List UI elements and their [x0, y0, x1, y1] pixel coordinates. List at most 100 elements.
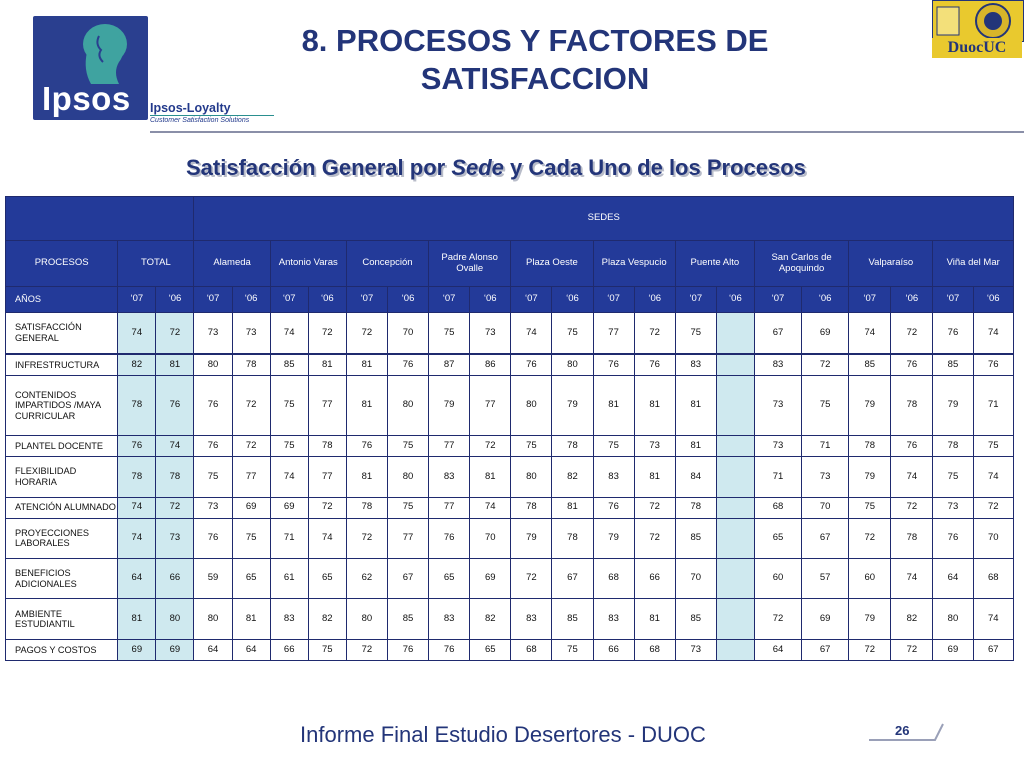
year-header: ‘07: [345, 286, 388, 313]
value-cell: 82: [469, 598, 512, 640]
total-cell: 80: [155, 598, 195, 640]
process-name: PLANTEL DOCENTE: [4, 435, 119, 458]
value-cell: 79: [510, 517, 553, 560]
value-cell: 80: [510, 456, 553, 498]
empty-cell: [715, 435, 755, 458]
subtitle-shadow: Satisfacción General por Sede y Cada Uno…: [188, 157, 808, 183]
value-cell: 66: [633, 558, 676, 600]
value-cell: 80: [932, 598, 974, 640]
total-cell: 69: [117, 638, 157, 662]
process-name: ATENCIÓN ALUMNADO: [4, 496, 119, 519]
value-cell: 72: [633, 311, 676, 355]
subtitle-shadow-pre: Satisfacción General por: [188, 157, 454, 182]
value-cell: 75: [972, 435, 1015, 458]
value-cell: 71: [801, 435, 850, 458]
value-cell: 85: [386, 598, 430, 640]
value-cell: 77: [428, 496, 471, 519]
total-cell: 69: [155, 638, 195, 662]
value-cell: 60: [848, 558, 892, 600]
value-cell: 78: [674, 496, 717, 519]
value-cell: 68: [592, 558, 635, 600]
value-cell: 74: [469, 496, 512, 519]
subtitle-shadow-em: Sede: [453, 157, 506, 182]
year-header: ‘07: [674, 286, 717, 313]
value-cell: 60: [753, 558, 803, 600]
year-header: ‘06: [551, 286, 594, 313]
value-cell: 83: [592, 598, 635, 640]
table-row: PAGOS Y COSTOS 69 69 64 64 66 75 72 76 76 65 68 75 66…: [4, 638, 1015, 662]
value-cell: 65: [307, 558, 347, 600]
year-header: ‘06: [633, 286, 676, 313]
process-name: INFRESTRUCTURA: [4, 352, 119, 377]
value-cell: 67: [972, 638, 1015, 662]
value-cell: 72: [753, 598, 803, 640]
value-cell: 76: [386, 352, 430, 377]
value-cell: 76: [592, 496, 635, 519]
value-cell: 76: [386, 638, 430, 662]
value-cell: 73: [193, 496, 233, 519]
value-cell: 69: [801, 598, 850, 640]
process-name: BENEFICIOS ADICIONALES: [4, 558, 119, 600]
empty-cell: [715, 638, 755, 662]
page-badge-icon: [869, 723, 944, 741]
value-cell: 81: [674, 375, 717, 437]
value-cell: 75: [932, 456, 974, 498]
table-row: BENEFICIOS ADICIONALES 64 66 59 65 61 65 62 67 65…: [4, 558, 1015, 600]
value-cell: 74: [510, 311, 553, 355]
value-cell: 75: [592, 435, 635, 458]
total-cell: 72: [155, 311, 195, 355]
header-divider: [150, 131, 1024, 133]
year-header: ‘06: [386, 286, 430, 313]
value-cell: 75: [848, 496, 892, 519]
empty-cell: [715, 456, 755, 498]
value-cell: 76: [193, 375, 233, 437]
total-header: TOTAL: [117, 240, 195, 287]
value-cell: 85: [269, 352, 309, 377]
duoc-seal-icon: [932, 0, 1024, 42]
value-cell: 85: [848, 352, 892, 377]
sede-header: Valparaíso: [848, 240, 934, 287]
year-header: ‘06: [890, 286, 934, 313]
value-cell: 72: [345, 311, 388, 355]
header-corner: [4, 196, 195, 241]
year-header: ‘06: [801, 286, 850, 313]
table-row: SATISFACCIÓN GENERAL 74 72 73 73 74 72 72 70 75 73…: [4, 311, 1015, 355]
value-cell: 71: [753, 456, 803, 498]
value-cell: 72: [231, 375, 271, 437]
value-cell: 67: [801, 517, 850, 560]
value-cell: 76: [193, 435, 233, 458]
value-cell: 81: [633, 375, 676, 437]
value-cell: 81: [345, 375, 388, 437]
sede-names-row: PROCESOS TOTAL Alameda Antonio Varas Conce…: [4, 240, 1014, 287]
value-cell: 75: [801, 375, 850, 437]
value-cell: 75: [193, 456, 233, 498]
year-header: ‘07: [932, 286, 974, 313]
anos-header: AÑOS: [4, 286, 119, 313]
subtitle-post: y Cada Uno de los Procesos: [503, 155, 806, 180]
value-cell: 78: [890, 517, 934, 560]
ipsos-logo: Ipsos: [33, 16, 148, 120]
value-cell: 76: [890, 352, 934, 377]
value-cell: 69: [269, 496, 309, 519]
value-cell: 74: [848, 311, 892, 355]
value-cell: 79: [848, 598, 892, 640]
process-name: PROYECCIONES LABORALES: [4, 517, 119, 560]
sedes-header-row: SEDES: [4, 196, 1014, 241]
value-cell: 69: [231, 496, 271, 519]
table-row: AMBIENTE ESTUDIANTIL 81 80 80 81 83 82 80 85 83 82…: [4, 598, 1015, 640]
value-cell: 72: [469, 435, 512, 458]
sedes-header: SEDES: [193, 196, 1014, 241]
value-cell: 67: [753, 311, 803, 355]
value-cell: 65: [428, 558, 471, 600]
value-cell: 72: [231, 435, 271, 458]
value-cell: 72: [307, 496, 347, 519]
value-cell: 75: [231, 517, 271, 560]
value-cell: 72: [890, 638, 934, 662]
total-cell: 74: [155, 435, 195, 458]
loyalty-brand-name: Ipsos-Loyalty: [150, 101, 231, 115]
footer-title: Informe Final Estudio Desertores - DUOC: [300, 722, 706, 747]
table-row: CONTENIDOS IMPARTIDOS /MAYA CURRICULAR 78…: [4, 375, 1015, 437]
empty-cell: [715, 496, 755, 519]
value-cell: 76: [345, 435, 388, 458]
value-cell: 72: [890, 311, 934, 355]
